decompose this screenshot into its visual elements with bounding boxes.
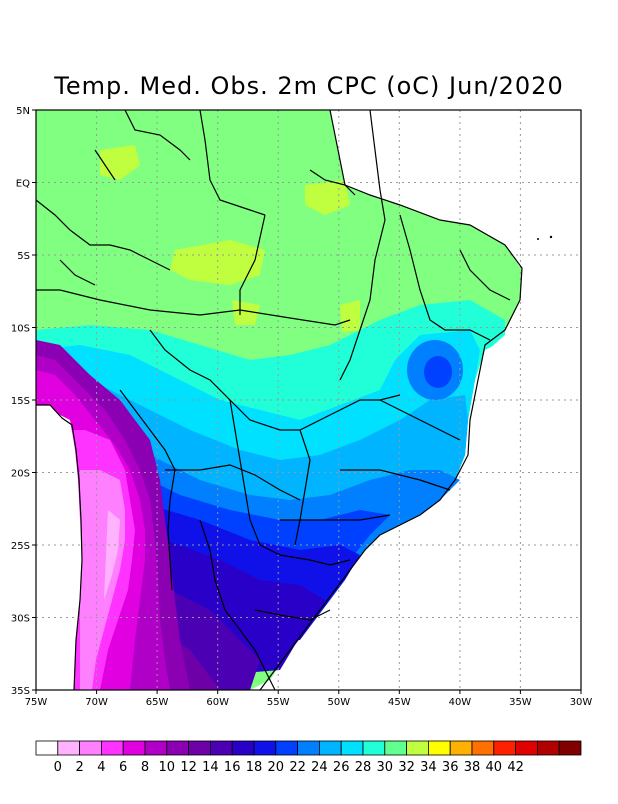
colorbar-tick-label: 0 [54,760,62,775]
colorbar-tick-label: 10 [159,760,176,775]
colorbar-tick-label: 20 [268,760,285,775]
colorbar-swatch [144,740,168,756]
lat-label: 5S [17,251,30,262]
colorbar-swatch [297,740,320,756]
lon-label: 65W [146,697,169,708]
colorbar-tick-label: 2 [75,760,83,775]
lat-label: 35S [11,686,30,697]
lon-label: 45W [388,697,411,708]
lat-label: 30S [11,614,30,625]
lon-labels: 75W 70W 65W 60W 55W 50W 45W 40W 35W 30W [25,697,593,708]
colorbar-swatch [122,740,146,756]
colorbar-tick-label: 6 [119,760,127,775]
colorbar-swatch [515,740,538,756]
island-marker [549,235,553,239]
lat-label: 25S [11,541,30,552]
lat-label: 20S [11,469,30,480]
colorbar-swatch [558,740,582,756]
lon-label: 35W [509,697,532,708]
lon-label: 60W [206,697,229,708]
colorbar-swatch [427,740,451,756]
lat-label: 5N [16,106,30,117]
lon-label: 70W [85,697,108,708]
colorbar-swatch [253,740,277,756]
colorbar-tick-label: 24 [311,760,328,775]
colorbar-tick-label: 34 [420,760,437,775]
colorbar-swatch [231,740,255,756]
colorbar-swatch [188,740,211,756]
lon-label: 50W [327,697,350,708]
colorbar-swatch [340,740,364,756]
colorbar-tick-label: 4 [97,760,105,775]
lon-label: 55W [267,697,290,708]
colorbar-tick-label: 8 [141,760,149,775]
colorbar-swatch [166,740,190,756]
borders [35,109,523,691]
grid [36,110,581,690]
colorbar-swatch [79,740,102,756]
colorbar-swatch [449,740,473,756]
colorbar-swatch [318,740,342,756]
colorbar-swatch [471,740,495,756]
colorbar: 0 2 4 6 8 10 12 14 16 18 20 22 24 26 28 30 32 34 36 38 40 42 [35,740,582,775]
colorbar-tick-label: 16 [224,760,241,775]
colorbar-tick-label: 26 [333,760,350,775]
colorbar-tick-label: 38 [464,760,481,775]
colorbar-swatch [406,740,429,756]
colorbar-tick-label: 32 [398,760,415,775]
axis-ticks [32,109,582,694]
colorbar-tick-label: 28 [355,760,372,775]
colorbar-swatch [209,740,233,756]
colorbar-swatch [101,740,124,756]
colorbar-tick-label: 18 [246,760,263,775]
colorbar-tick-label: 42 [507,760,524,775]
colorbar-swatch [384,740,407,756]
colorbar-tick-label: 12 [180,760,197,775]
colorbar-tick-label: 22 [289,760,306,775]
colorbar-swatch [275,740,298,756]
lat-label: EQ [16,179,30,190]
lat-label: 10S [11,324,30,335]
lat-labels: 5N EQ 5S 10S 15S 20S 25S 30S 35S [11,106,30,697]
lon-label: 75W [25,697,48,708]
lon-label: 40W [449,697,472,708]
colorbar-tick-label: 40 [486,760,503,775]
island-marker [537,238,539,240]
colorbar-swatch [362,740,386,756]
colorbar-tick-label: 30 [377,760,394,775]
lon-label: 30W [570,697,593,708]
colorbar-swatch [35,740,59,756]
colorbar-tick-label: 14 [202,760,219,775]
colorbar-tick-label: 36 [442,760,459,775]
colorbar-swatch [493,740,516,756]
colorbar-swatch [57,740,80,756]
map-title: Temp. Med. Obs. 2m CPC (oC) Jun/2020 [54,72,564,100]
lat-label: 15S [11,396,30,407]
colorbar-swatch [537,740,560,756]
